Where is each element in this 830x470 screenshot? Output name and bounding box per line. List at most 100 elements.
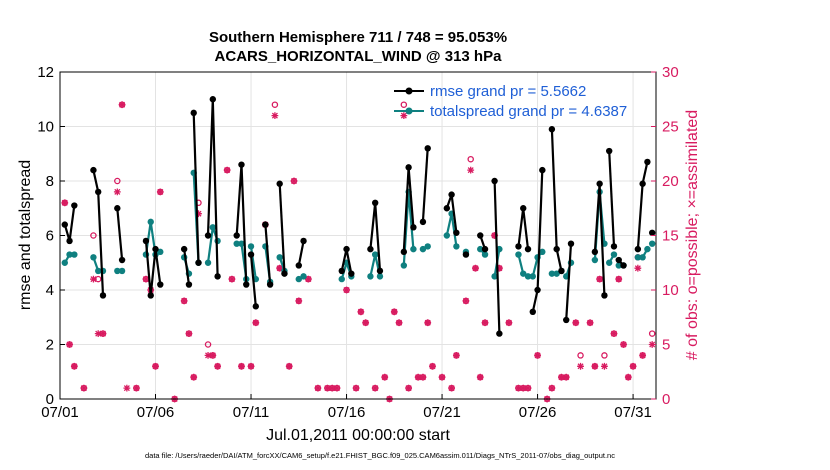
- series-rmse-line-5: [192, 112, 200, 263]
- series-rmse-point-7-2: [243, 281, 250, 288]
- series-spread-point-0-0: [61, 259, 68, 266]
- series-rmse-line-25: [608, 150, 616, 247]
- x-tick-label-2: 07/11: [233, 404, 269, 421]
- series-rmse-point-24-0: [591, 248, 599, 256]
- obs-assimilated-marker-48: [400, 112, 408, 119]
- obs-assimilated-marker-56: [452, 352, 460, 359]
- obs-assimilated-marker-57: [462, 297, 470, 305]
- series-rmse-point-10-1: [281, 270, 288, 277]
- series-rmse-point-17-0: [462, 251, 470, 258]
- obs-assimilated-marker-46: [390, 308, 398, 316]
- obs-assimilated-marker-6: [99, 330, 107, 337]
- series-spread-point-3-1: [147, 218, 154, 226]
- bottom-axis: 07/01 07/06 07/11 07/16 07/21 07/26 07/31: [41, 394, 652, 421]
- series-rmse-point-20-0: [515, 243, 522, 250]
- series-spread-point-12-0: [338, 275, 345, 283]
- obs-assimilated-marker-70: [548, 384, 556, 392]
- obs-assimilated-marker-38: [333, 384, 341, 392]
- y-tick-label-0: 0: [46, 391, 54, 408]
- obs-assimilated-marker-26: [247, 362, 255, 370]
- obs-count-markers: [61, 101, 656, 403]
- legend-rmse-label: rmse grand pr = 5.5662: [430, 83, 586, 100]
- series-rmse-line-4: [183, 248, 190, 285]
- series-spread-point-19-0: [491, 273, 498, 280]
- obs-assimilated-marker-29: [271, 112, 279, 119]
- obs-assimilated-marker-39: [343, 286, 350, 294]
- series-rmse-point-18-1: [481, 245, 489, 253]
- obs-assimilated-marker-77: [596, 275, 604, 283]
- obs-assimilated-marker-13: [152, 362, 159, 370]
- obs-assimilated-marker-1: [66, 341, 73, 348]
- series-rmse-point-0-2: [71, 202, 78, 209]
- obs-assimilated-marker-8: [118, 101, 126, 109]
- obs-assimilated-marker-49: [405, 384, 413, 392]
- x-tick-label-5: 07/26: [519, 404, 557, 421]
- series-rmse-line-11: [297, 240, 305, 266]
- obs-assimilated-marker-16: [180, 297, 188, 305]
- series-rmse-point-22-2: [558, 267, 565, 275]
- series-spread-point-20-0: [515, 251, 522, 258]
- obs-assimilated-marker-63: [495, 264, 503, 272]
- series-rmse-point-7-1: [238, 161, 245, 168]
- series-rmse-point-3-1: [147, 292, 154, 299]
- series-rmse-point-0-1: [66, 237, 73, 245]
- obs-assimilated-marker-43: [371, 384, 379, 392]
- series-rmse-point-15-0: [419, 218, 427, 226]
- series-rmse-point-9-0: [262, 221, 269, 228]
- obs-assimilated-marker-25: [238, 362, 245, 370]
- series-rmse-point-25-0: [605, 147, 613, 155]
- y-tick-label-4: 8: [46, 173, 54, 190]
- series-rmse-line-15: [421, 148, 429, 222]
- series-spread-point-20-2: [524, 273, 532, 280]
- series-spread-point-13-2: [376, 273, 384, 280]
- y-tick-label-5: 10: [37, 119, 54, 136]
- obs-assimilated-marker-76: [591, 362, 599, 370]
- x-tick-label-6: 07/31: [614, 404, 652, 421]
- series-spread-point-7-0: [233, 240, 240, 247]
- obs-possible-marker-28: [271, 101, 279, 108]
- series-spread-point-20-1: [520, 270, 527, 277]
- series-rmse-point-23-0: [563, 316, 570, 324]
- series-spread-point-13-1: [371, 251, 379, 258]
- right-axis: 0 5 10 15 20 25 30: [651, 64, 679, 408]
- obs-assimilated-marker-24: [228, 275, 236, 283]
- obs-assimilated-marker-34: [304, 275, 312, 283]
- chart-subtitle: ACARS_HORIZONTAL_WIND @ 313 hPa: [215, 48, 503, 65]
- obs-assimilated-marker-51: [419, 373, 427, 381]
- obs-assimilated-marker-20: [204, 352, 212, 359]
- series-rmse-point-2-0: [114, 205, 121, 212]
- obs-assimilated-marker-17: [185, 330, 193, 337]
- obs-assimilated-marker-66: [519, 384, 527, 392]
- series-rmse-point-16-1: [448, 191, 455, 198]
- obs-possible-marker-77: [601, 352, 608, 359]
- obs-assimilated-marker-41: [357, 308, 365, 316]
- y2-tick-label-2: 10: [662, 282, 679, 299]
- y2-tick-label-5: 25: [662, 119, 679, 136]
- series-rmse-point-3-0: [142, 237, 150, 245]
- obs-assimilated-marker-73: [572, 319, 580, 327]
- series-rmse-point-4-1: [185, 281, 193, 288]
- obs-assimilated-marker-85: [639, 352, 647, 359]
- obs-assimilated-marker-61: [481, 319, 489, 327]
- series-rmse-point-8-1: [252, 303, 260, 310]
- obs-assimilated-marker-42: [362, 319, 370, 327]
- x-axis-label: Jul.01,2011 00:00:00 start: [266, 427, 450, 444]
- series-rmse-point-24-2: [601, 292, 608, 299]
- obs-assimilated-marker-9: [123, 384, 131, 392]
- obs-assimilated-marker-0: [61, 199, 69, 207]
- series-spread-point-13-0: [367, 273, 374, 280]
- series-rmse-point-15-1: [424, 145, 431, 152]
- y2-tick-label-0: 0: [662, 391, 670, 408]
- obs-assimilated-marker-47: [395, 319, 403, 327]
- series-rmse-point-22-1: [553, 245, 560, 253]
- y-axis-label: rmse and totalspread: [17, 160, 34, 310]
- series-spread-point-16-2: [453, 243, 460, 250]
- obs-assimilated-marker-37: [328, 384, 336, 392]
- obs-assimilated-marker-78: [601, 362, 608, 370]
- obs-possible-marker-85: [648, 330, 656, 337]
- obs-assimilated-marker-21: [209, 352, 217, 359]
- series-spread-point-25-0: [605, 259, 613, 266]
- series-rmse-point-19-1: [496, 330, 503, 337]
- obs-assimilated-marker-58: [467, 166, 475, 174]
